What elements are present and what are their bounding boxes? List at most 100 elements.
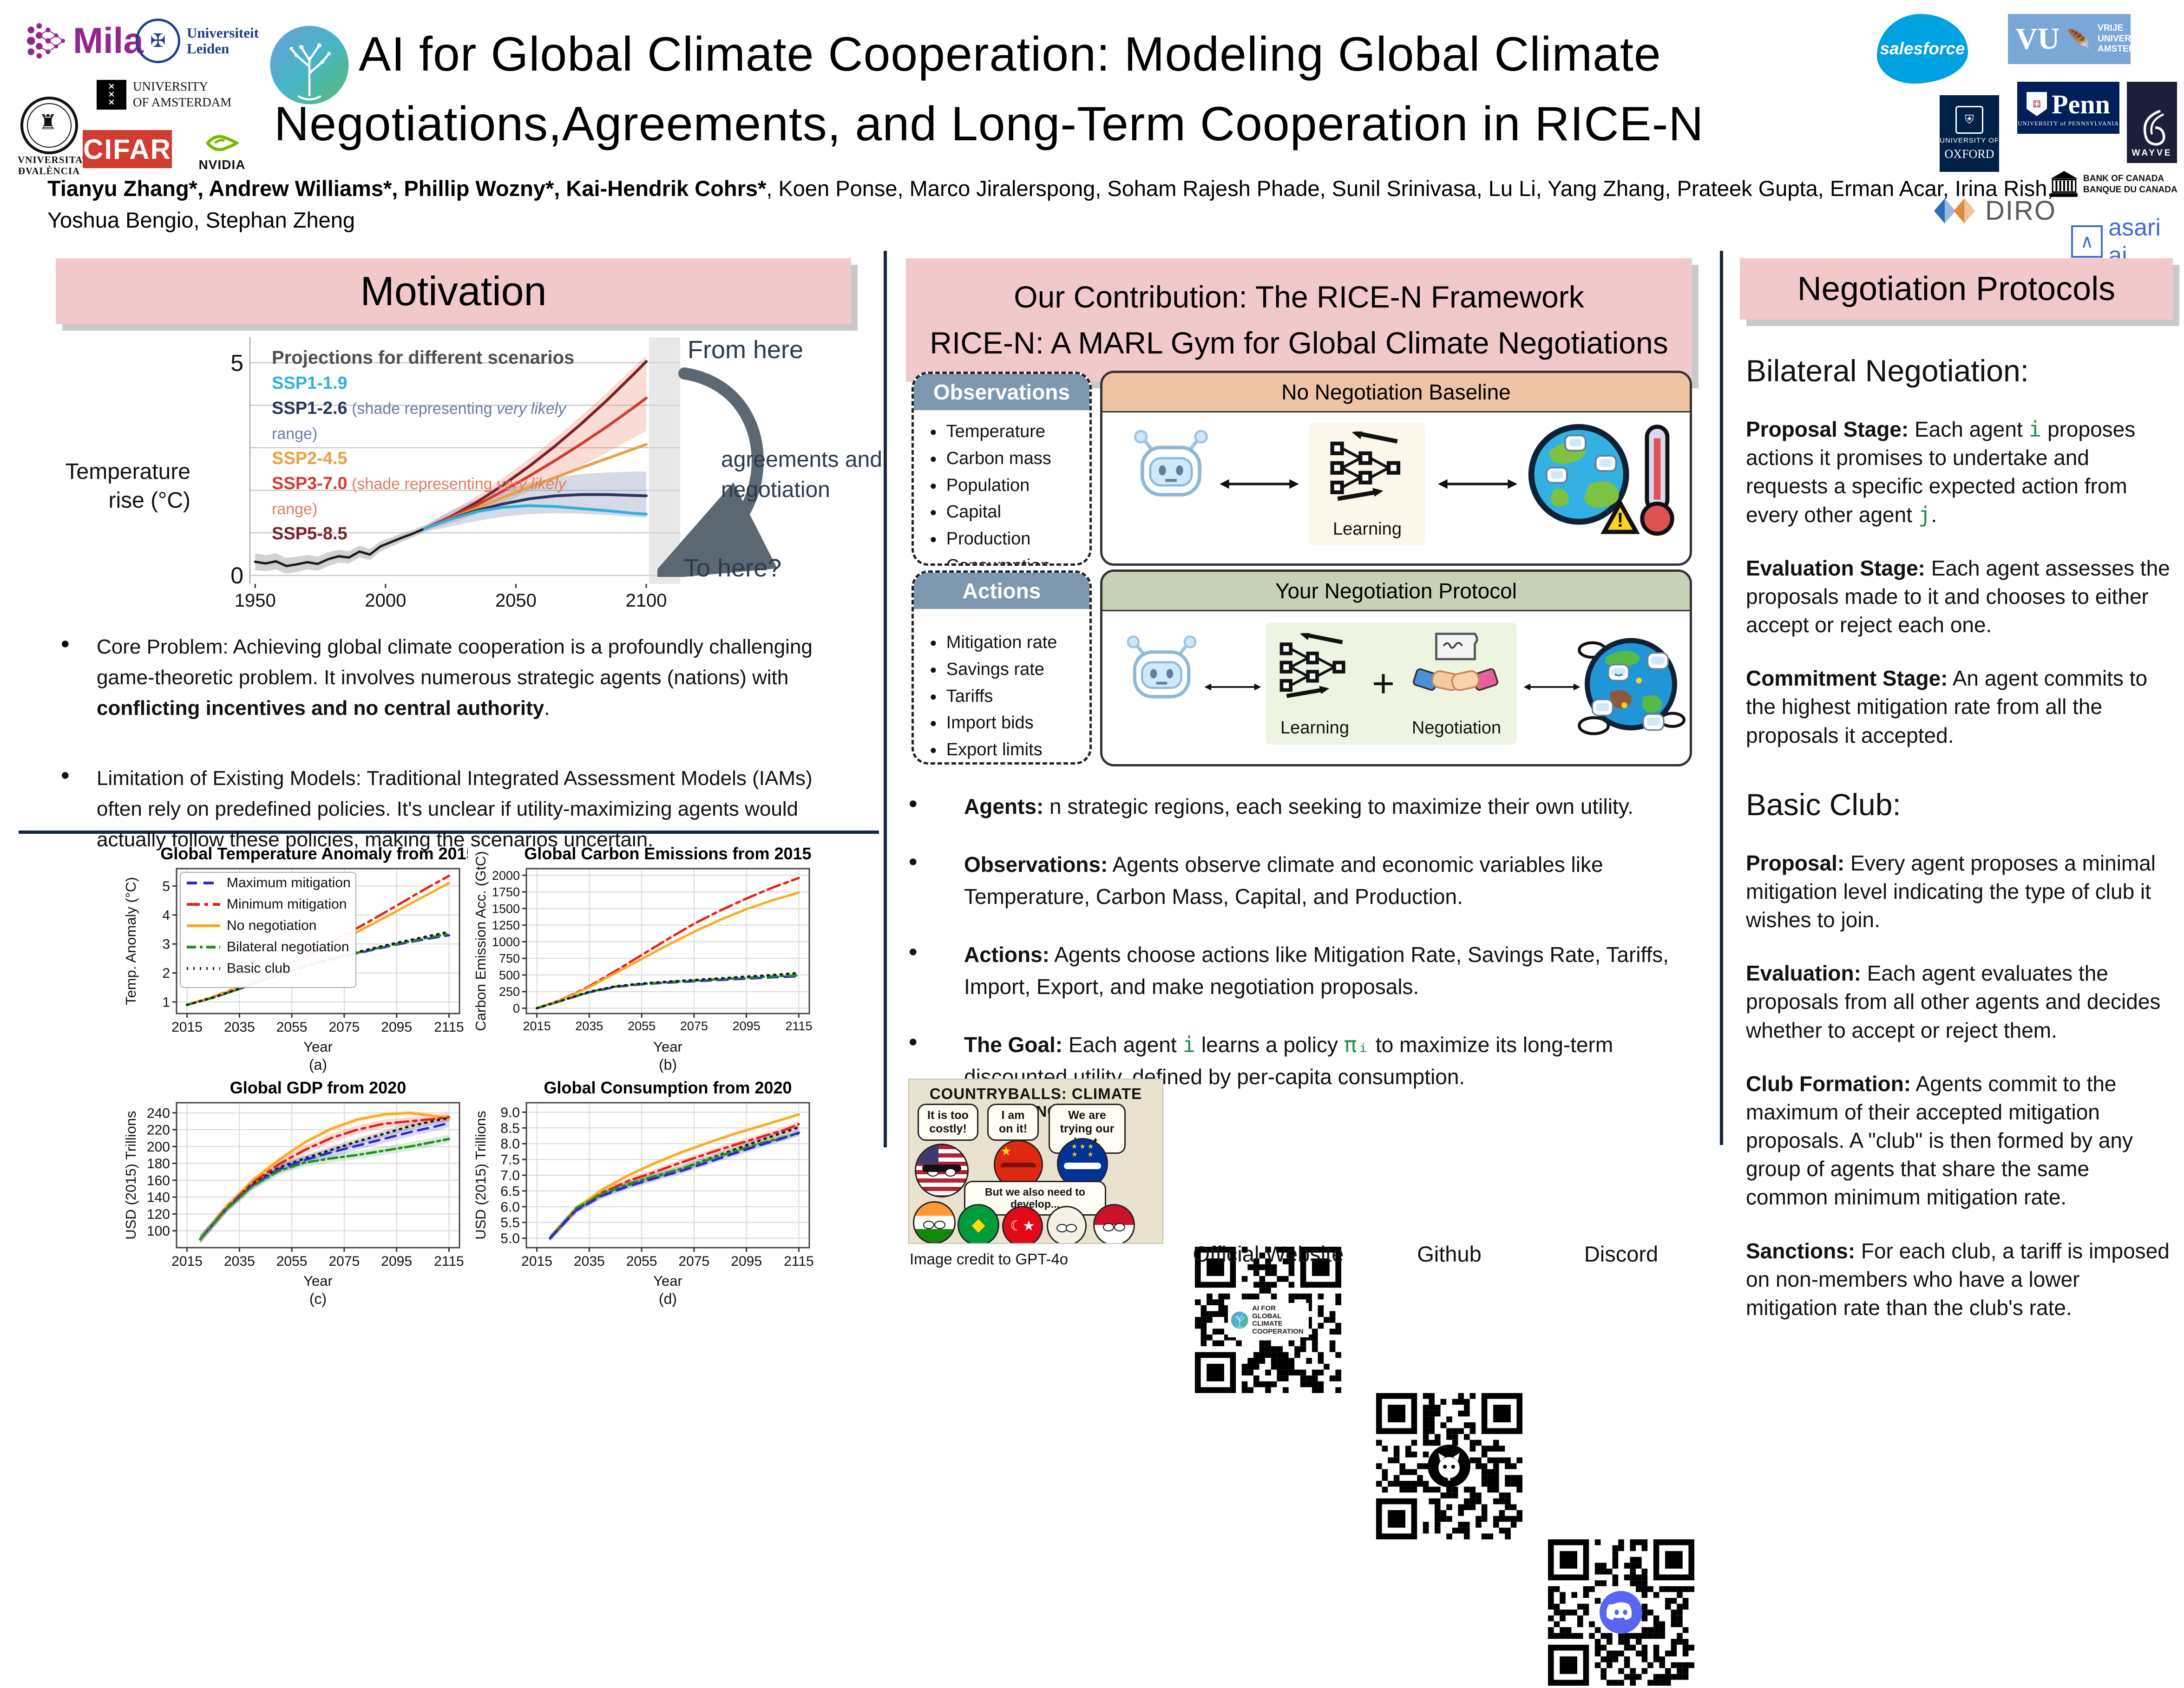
svg-text:2015: 2015 — [523, 1019, 551, 1033]
svg-text:Bilateral negotiation: Bilateral negotiation — [227, 939, 349, 955]
motivation-ylabel: Temperature rise (°C) — [65, 459, 190, 513]
svg-text:Global Consumption from 2020: Global Consumption from 2020 — [544, 1078, 792, 1097]
usa-ball-icon — [915, 1144, 969, 1197]
svg-text:120: 120 — [147, 1207, 170, 1222]
logo-valencia: VNIVERSITAT ĐVALÈNCIA — [18, 97, 89, 177]
svg-text:2100: 2100 — [626, 590, 667, 611]
qr-discord-label: Discord — [1584, 1242, 1659, 1266]
svg-text:Year: Year — [303, 1273, 333, 1289]
logo-asari: ∧ asari ai — [2071, 214, 2184, 269]
countryballs-comic: COUNTRYBALLS: CLIMATE CHANGE It is too c… — [908, 1079, 1163, 1244]
robot-agent-icon — [1128, 429, 1214, 508]
authors-rest: , Koen Ponse, Marco Jiralerspong, Soham … — [47, 176, 2053, 233]
svg-text:(a): (a) — [309, 1056, 327, 1073]
negotiation-protocols-label: Negotiation Protocols — [1797, 270, 2116, 308]
qr-github-label: Github — [1417, 1242, 1482, 1266]
salesforce-label: salesforce — [1880, 39, 1965, 58]
svg-text:0: 0 — [513, 1001, 520, 1015]
penn-label: Penn — [2052, 89, 2110, 119]
uva-crest-icon: ✕ ✕ ✕ — [97, 79, 126, 110]
authors: Tianyu Zhang*, Andrew Williams*, Phillip… — [47, 173, 2073, 236]
valencia-label-1: VNIVERSITAT — [18, 154, 89, 165]
comic-credit: Image credit to GPT-4o — [910, 1250, 1069, 1268]
plain-ball-icon — [1047, 1206, 1087, 1243]
svg-text:8.0: 8.0 — [500, 1137, 520, 1152]
vu-label-1: VRIJE — [2098, 23, 2124, 33]
bullet-actions: ● Actions: Agents choose actions like Mi… — [908, 942, 1669, 999]
svg-text:(d): (d) — [659, 1290, 677, 1307]
svg-text:0: 0 — [230, 563, 243, 589]
svg-text:220: 220 — [147, 1123, 170, 1138]
annotation-agreements: agreements and negotiation — [721, 447, 882, 502]
logo-cifar: CIFAR — [83, 130, 172, 168]
svg-text:2015: 2015 — [521, 1254, 552, 1269]
motivation-header: Motivation — [56, 258, 851, 324]
list-item: Production — [930, 526, 1089, 553]
bullet-observations: ● Observations: Agents observe climate a… — [908, 852, 1603, 909]
proposal-stage-paragraph: Proposal Stage: Each agent i proposes ac… — [1746, 417, 2136, 527]
svg-text:2035: 2035 — [575, 1019, 603, 1033]
motivation-bullets: ● Core Problem: Achieving global climate… — [60, 632, 862, 895]
svg-text:2075: 2075 — [680, 1019, 708, 1033]
thermometer-icon — [1637, 423, 1678, 539]
negotiation-protocols-content: Bilateral Negotiation: Proposal Stage: E… — [1746, 353, 2176, 1347]
svg-text:100: 100 — [147, 1223, 170, 1239]
valencia-label-2: ĐVALÈNCIA — [18, 165, 80, 177]
leiden-seal-icon: ✠ — [136, 19, 180, 63]
logo-mila: Mila — [26, 20, 144, 62]
turkey-ball-icon: ☾★ — [1002, 1206, 1043, 1243]
annotation-from-here: From here — [688, 336, 804, 364]
svg-text:2015: 2015 — [171, 1254, 203, 1269]
svg-text:500: 500 — [499, 968, 520, 982]
svg-text:Year: Year — [303, 1039, 333, 1055]
svg-text:6.5: 6.5 — [500, 1184, 520, 1199]
logo-vu: VU 🪶 VRIJE UNIVERSITEIT AMSTERDAM — [2008, 14, 2158, 64]
svg-text:Year: Year — [653, 1039, 682, 1055]
svg-text:(b): (b) — [659, 1056, 677, 1073]
motivation-header-label: Motivation — [360, 268, 547, 314]
poster-title-line1: AI for Global Climate Cooperation: Model… — [359, 27, 1661, 81]
separator-left-horizontal — [19, 831, 879, 834]
svg-text:USD (2015) Trillions: USD (2015) Trillions — [123, 1111, 139, 1239]
svg-text:2035: 2035 — [574, 1254, 605, 1269]
svg-text:2075: 2075 — [329, 1254, 360, 1269]
learning-label: Learning — [1333, 519, 1402, 539]
asari-label: asari ai — [2108, 214, 2161, 269]
leiden-label-2: Leiden — [187, 40, 230, 57]
bullet-limitations-text: Limitation of Existing Models: Tradition… — [97, 767, 813, 851]
header: Mila ✠ Universiteit Leiden ✕ ✕ ✕ UNIVERSIT… — [0, 0, 2184, 269]
commitment-stage-paragraph: Commitment Stage: An agent commits to th… — [1746, 666, 2148, 747]
contribution-header: Our Contribution: The RICE-N Framework R… — [906, 258, 1692, 382]
globe-warning-icon — [1523, 419, 1641, 537]
contribution-header-line1: Our Contribution: The RICE-N Framework — [1014, 280, 1584, 314]
logo-nvidia: NVIDIA — [190, 131, 255, 172]
annotation-to-here: To here? — [684, 554, 782, 582]
nvidia-label: NVIDIA — [198, 157, 246, 172]
github-icon — [1428, 1445, 1470, 1487]
uva-label-1: UNIVERSITY — [133, 79, 208, 93]
svg-text:Maximum mitigation: Maximum mitigation — [227, 875, 351, 890]
list-item: Mitigation rate — [930, 629, 1089, 656]
logo-leiden: ✠ Universiteit Leiden — [136, 19, 259, 63]
chart-global-gdp: 2015 2035 2055 2075 2095 21151001201401601802… — [123, 1078, 464, 1307]
mila-label: Mila — [73, 20, 144, 61]
comic-bubble-2: I am on it! — [987, 1104, 1039, 1141]
neural-network-icon — [1276, 633, 1353, 699]
svg-text:6.0: 6.0 — [500, 1199, 520, 1215]
logo-oxford: ⛨ UNIVERSITY OF OXFORD — [1940, 95, 1999, 172]
svg-text:1: 1 — [162, 995, 170, 1010]
svg-text:2095: 2095 — [381, 1020, 412, 1035]
list-item: Import bids — [930, 710, 1089, 737]
svg-text:2050: 2050 — [495, 590, 537, 611]
penn-sublabel: UNIVERSITY of PENNSYLVANIA — [2017, 119, 2119, 127]
svg-text:USD (2015) Trillions: USD (2015) Trillions — [472, 1111, 489, 1239]
svg-text:Minimum mitigation: Minimum mitigation — [227, 896, 347, 912]
svg-text:Temp. Anomaly (°C): Temp. Anomaly (°C) — [123, 877, 139, 1005]
list-item: Carbon mass — [930, 445, 1089, 472]
separator-left-middle — [884, 251, 887, 1147]
baseline-box-title: No Negotiation Baseline — [1102, 373, 1690, 412]
qr-official-website: AI FOR GLOBAL CLIMATE COOPERATION — [1195, 1247, 1341, 1393]
qr-website-label: Official Website — [1193, 1242, 1344, 1266]
list-item: Consumption — [930, 553, 1089, 563]
bullet-goal: ● The Goal: Each agent i learns a policy… — [908, 1032, 1613, 1089]
